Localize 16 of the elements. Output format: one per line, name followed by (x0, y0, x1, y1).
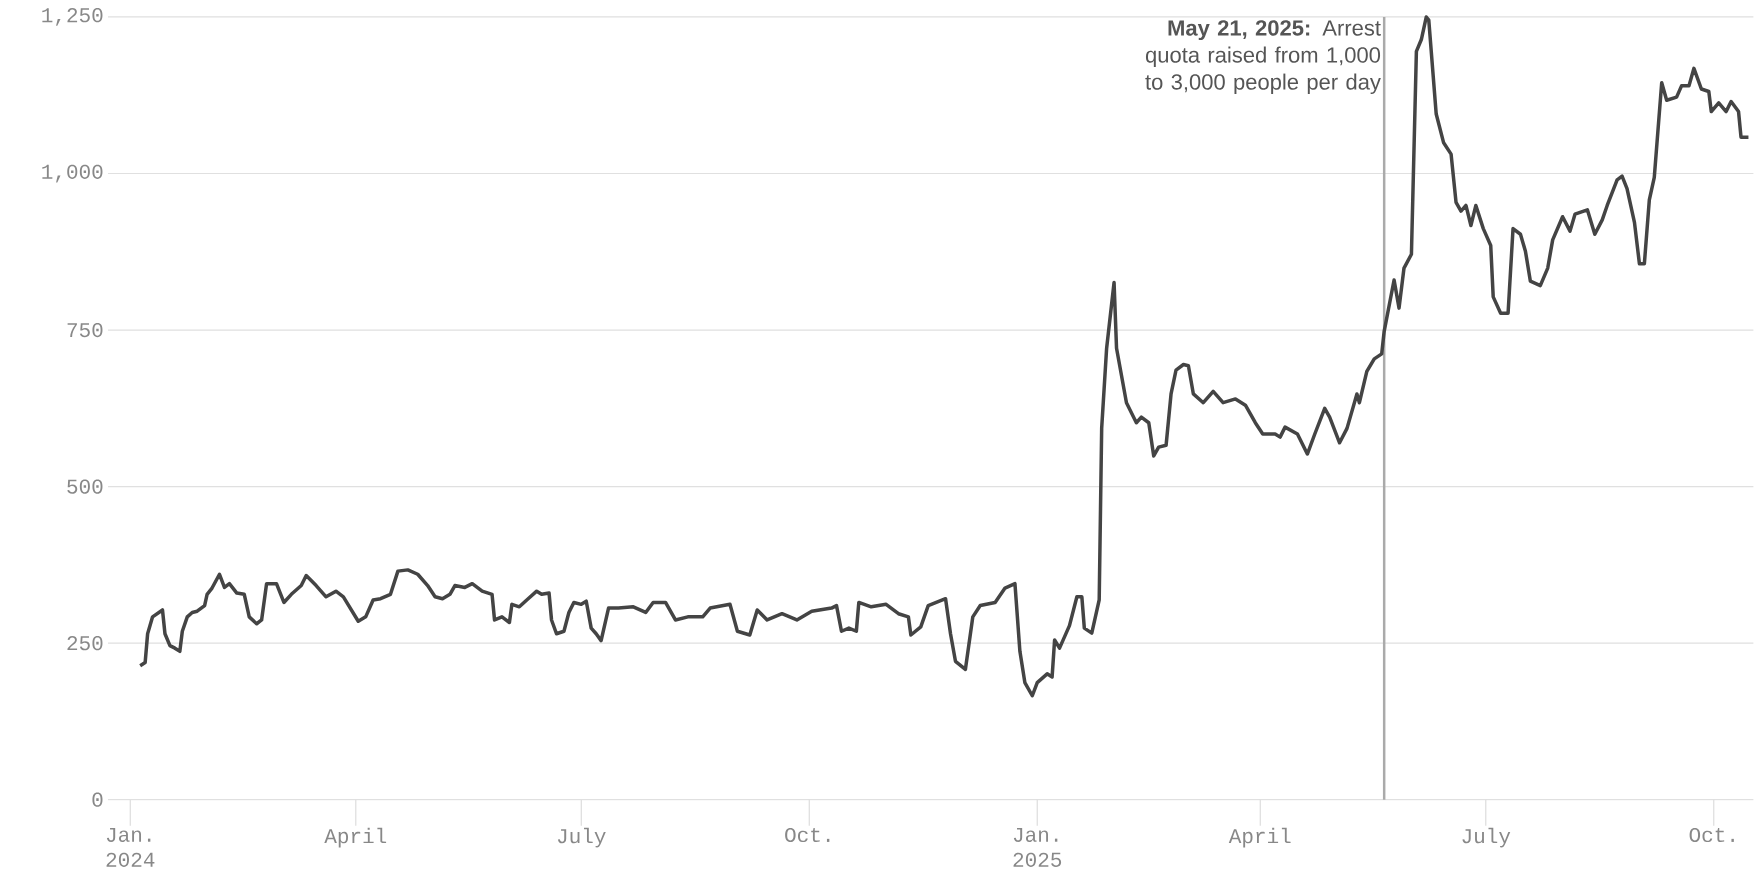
x-tick-label: April (1228, 828, 1291, 848)
y-tick-label: 500 (67, 479, 103, 494)
line-series (138, 15, 1751, 698)
x-tick-label: Jan. 2025 (1013, 828, 1062, 868)
x-tick-label: Oct. (785, 828, 830, 843)
y-tick-label: 0 (92, 792, 103, 807)
x-tick-label: July (1462, 828, 1511, 848)
y-tick-label: 750 (67, 323, 103, 338)
x-tick-label: July (557, 828, 606, 848)
ref-line-label: May 21, 2025: Arrest quota raised from 1,000 to 3,000 people per day (1145, 20, 1381, 95)
y-tick-label: 250 (67, 636, 103, 651)
y-tick-label: 1,250 (42, 8, 103, 27)
x-tick-label: Oct. (1689, 828, 1734, 843)
x-tick-label: April (324, 828, 387, 848)
y-tick-label: 1,000 (42, 164, 103, 183)
x-tick-label: Jan. 2024 (106, 828, 155, 868)
